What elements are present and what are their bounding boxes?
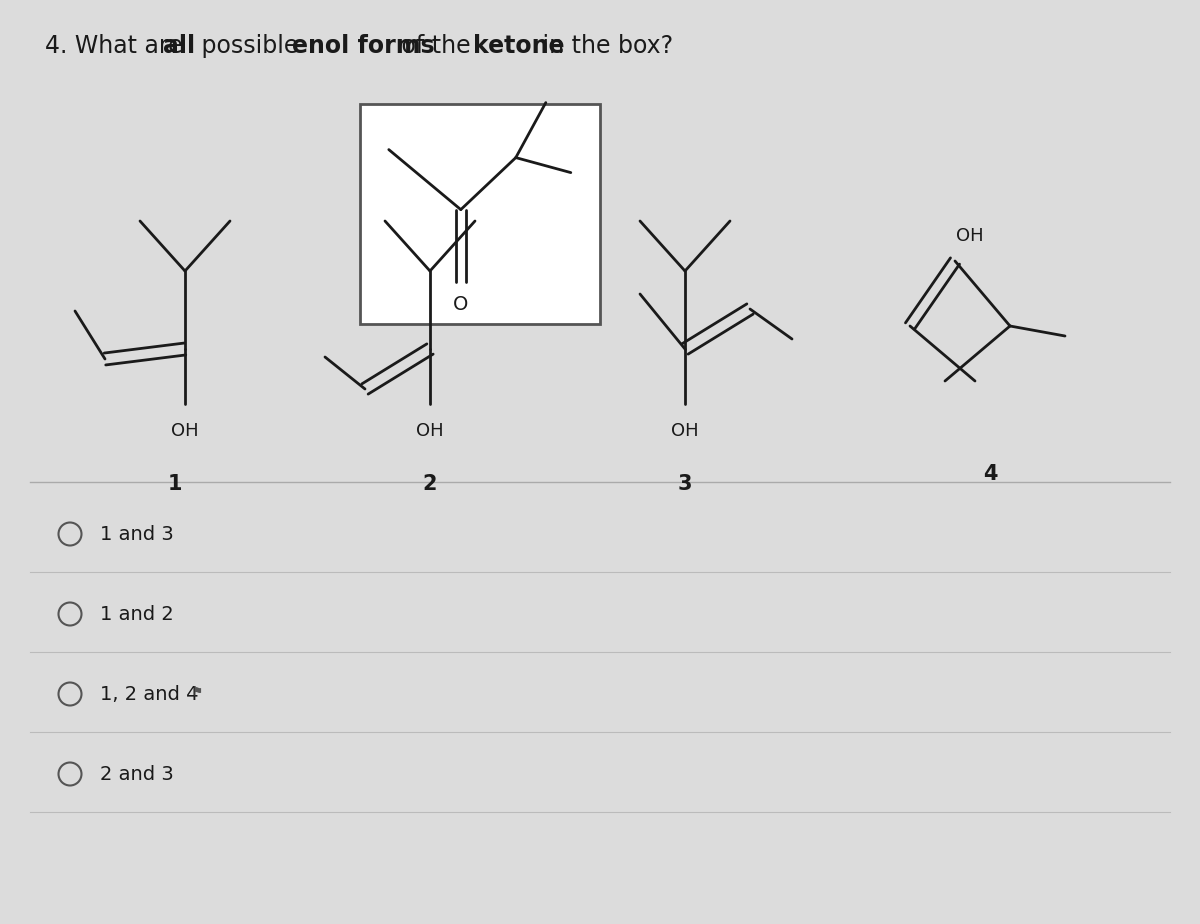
Text: 4: 4 [983,464,997,484]
Text: OH: OH [416,422,444,440]
Text: O: O [454,295,468,314]
Text: 1 and 2: 1 and 2 [100,604,174,624]
Text: OH: OH [671,422,698,440]
Text: 2 and 3: 2 and 3 [100,764,174,784]
Text: 1: 1 [168,474,182,494]
Text: possible: possible [193,34,305,58]
Text: of the: of the [395,34,479,58]
Text: all: all [163,34,194,58]
Text: 1 and 3: 1 and 3 [100,525,174,543]
Text: 1, 2 and 4: 1, 2 and 4 [100,685,205,703]
Text: 4. What are: 4. What are [46,34,190,58]
Text: ketone: ketone [473,34,564,58]
Text: OH: OH [956,227,984,245]
Text: 2: 2 [422,474,437,494]
Text: ⚑: ⚑ [192,686,203,699]
Text: 3: 3 [678,474,692,494]
FancyBboxPatch shape [360,104,600,324]
Text: in the box?: in the box? [535,34,673,58]
Text: OH: OH [172,422,199,440]
Text: enol forms: enol forms [292,34,434,58]
